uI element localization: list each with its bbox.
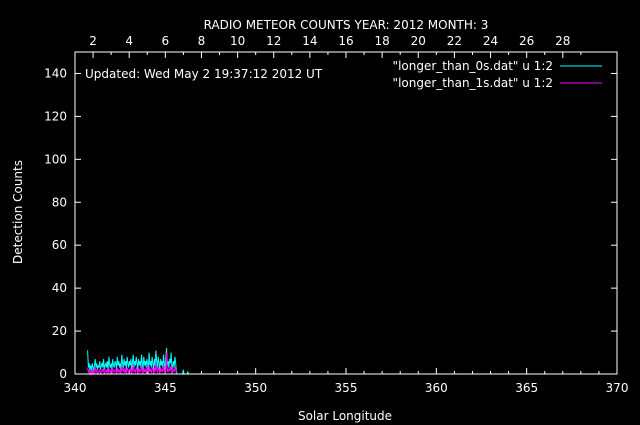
- y-tick-label: 100: [44, 152, 67, 166]
- x-tick-label: 340: [64, 381, 87, 395]
- legend: "longer_than_0s.dat" u 1:2 "longer_than_…: [393, 59, 602, 90]
- y-tick-label: 80: [52, 195, 67, 209]
- axis-ticks: 340 345 350 355 360 365 370 0 20 40 60 80 100 120 140 2…: [44, 34, 628, 395]
- y-tick-label: 120: [44, 109, 67, 123]
- chart-title: RADIO METEOR COUNTS YEAR: 2012 MONTH: 3: [204, 18, 489, 32]
- top-tick-label: 2: [89, 34, 97, 48]
- top-tick-label: 18: [374, 34, 389, 48]
- plot-frame: [74, 51, 618, 375]
- x-tick-label: 350: [244, 381, 267, 395]
- y-tick-label: 140: [44, 66, 67, 80]
- top-tick-label: 6: [162, 34, 170, 48]
- top-tick-label: 8: [198, 34, 206, 48]
- top-tick-label: 4: [125, 34, 133, 48]
- y-axis-label: Detection Counts: [11, 160, 25, 264]
- top-tick-label: 20: [411, 34, 426, 48]
- y-tick-label: 60: [52, 238, 67, 252]
- y-tick-label: 40: [52, 281, 67, 295]
- top-tick-label: 10: [230, 34, 245, 48]
- top-tick-label: 12: [266, 34, 281, 48]
- top-tick-label: 28: [555, 34, 570, 48]
- x-tick-label: 355: [335, 381, 358, 395]
- legend-label-1s: "longer_than_1s.dat" u 1:2: [393, 76, 553, 90]
- x-tick-label: 365: [515, 381, 538, 395]
- update-annotation: Updated: Wed May 2 19:37:12 2012 UT: [85, 67, 323, 81]
- top-tick-label: 16: [338, 34, 353, 48]
- series-line-1s: [87, 352, 178, 376]
- y-tick-label: 0: [59, 367, 67, 381]
- top-tick-label: 14: [302, 34, 317, 48]
- x-tick-label: 370: [606, 381, 629, 395]
- top-tick-label: 26: [519, 34, 534, 48]
- top-tick-label: 22: [447, 34, 462, 48]
- y-tick-label: 20: [52, 324, 67, 338]
- top-tick-label: 24: [483, 34, 498, 48]
- x-tick-label: 360: [425, 381, 448, 395]
- x-axis-label: Solar Longitude: [298, 409, 392, 423]
- legend-label-0s: "longer_than_0s.dat" u 1:2: [393, 59, 553, 73]
- x-tick-label: 345: [154, 381, 177, 395]
